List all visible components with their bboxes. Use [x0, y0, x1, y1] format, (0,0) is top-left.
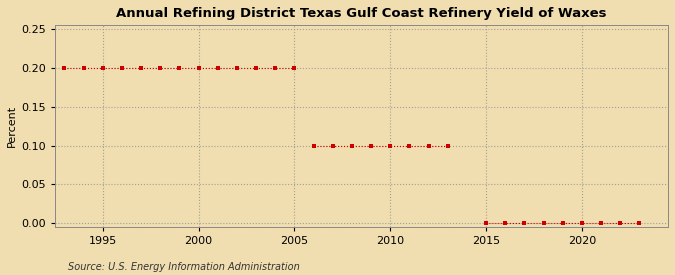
Text: Source: U.S. Energy Information Administration: Source: U.S. Energy Information Administ… — [68, 262, 299, 272]
Title: Annual Refining District Texas Gulf Coast Refinery Yield of Waxes: Annual Refining District Texas Gulf Coas… — [116, 7, 607, 20]
Y-axis label: Percent: Percent — [7, 105, 17, 147]
